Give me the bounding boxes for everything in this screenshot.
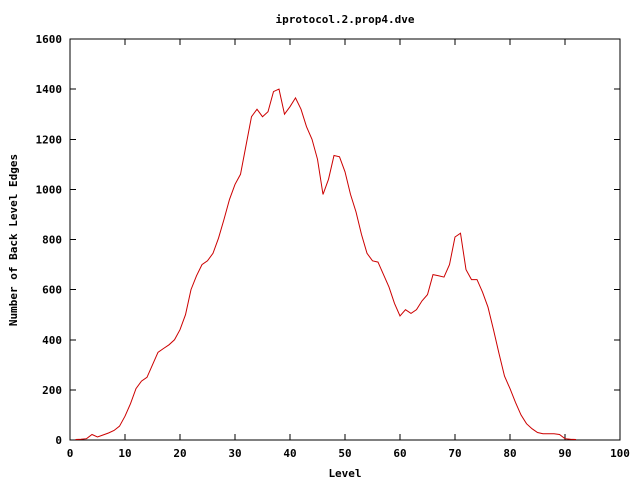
series-layer	[75, 88, 577, 440]
y-tick-label: 400	[42, 334, 62, 347]
y-tick-label: 0	[55, 434, 62, 447]
x-tick-label: 90	[558, 447, 571, 460]
plot-border	[69, 38, 621, 441]
x-tick-label: 70	[448, 447, 461, 460]
y-tick-label: 1000	[36, 183, 63, 196]
x-axis-label: Level	[328, 467, 361, 480]
chart-title: iprotocol.2.prop4.dve	[275, 13, 414, 26]
series-line	[75, 88, 577, 440]
x-tick-label: 100	[610, 447, 630, 460]
plot-frame	[69, 38, 621, 441]
y-tick-label: 200	[42, 384, 62, 397]
x-tick-labels: 0 10 20 30 40 50 60 70 80 90 100	[67, 447, 630, 460]
x-tick-label: 20	[173, 447, 186, 460]
y-tick-label: 1200	[36, 133, 63, 146]
axis-ticks	[69, 38, 621, 441]
x-tick-label: 80	[503, 447, 516, 460]
x-tick-label: 30	[228, 447, 241, 460]
y-tick-label: 800	[42, 234, 62, 247]
x-tick-label: 0	[67, 447, 74, 460]
y-tick-label: 1400	[36, 83, 63, 96]
x-tick-label: 40	[283, 447, 296, 460]
x-tick-label: 60	[393, 447, 406, 460]
y-axis-label: Number of Back Level Edges	[7, 154, 20, 326]
y-tick-label: 1600	[36, 33, 63, 46]
x-tick-label: 10	[118, 447, 131, 460]
y-tick-label: 600	[42, 284, 62, 297]
x-tick-label: 50	[338, 447, 351, 460]
y-tick-labels: 0 200 400 600 800 1000 1200 1400 1600	[36, 33, 63, 447]
